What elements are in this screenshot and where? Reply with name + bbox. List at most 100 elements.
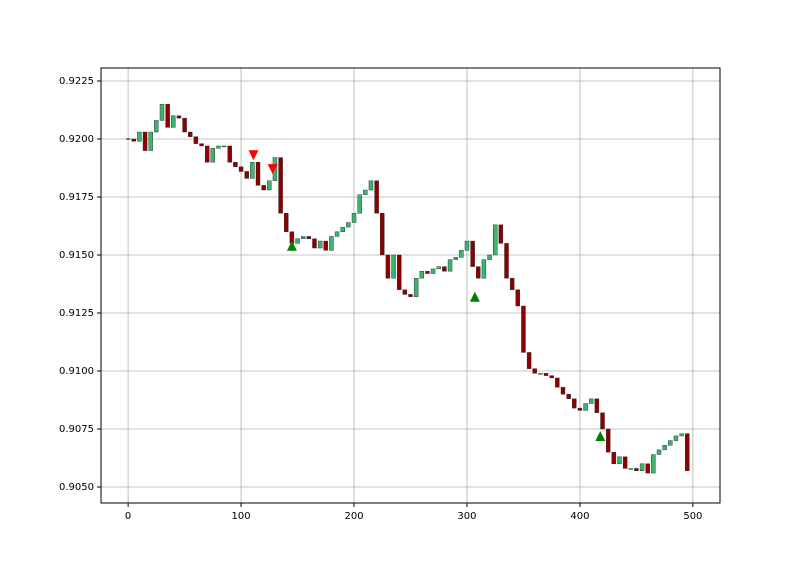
signal-marker xyxy=(267,164,278,175)
candle-body xyxy=(233,161,238,168)
candle-body xyxy=(267,180,272,191)
candle-body xyxy=(594,398,600,413)
candle-body xyxy=(560,387,566,395)
candle-body xyxy=(572,398,577,409)
candle-body xyxy=(306,236,312,239)
candle-body xyxy=(605,428,611,453)
candle-body xyxy=(628,468,633,470)
candle-body xyxy=(295,238,300,244)
candle-body xyxy=(244,171,249,179)
signal-marker xyxy=(286,240,297,251)
y-tick-label: 0.9050 xyxy=(59,482,94,493)
candle-body xyxy=(515,289,521,307)
x-tick-label: 0 xyxy=(125,511,131,522)
candle-body xyxy=(368,180,374,191)
candle-body xyxy=(176,115,182,119)
candle-body xyxy=(645,463,650,474)
candle-body xyxy=(131,138,136,142)
candle-body xyxy=(577,407,583,411)
candle-body xyxy=(453,257,458,260)
candle-body xyxy=(521,305,526,353)
candle-body xyxy=(662,445,667,451)
candle-body xyxy=(442,266,447,272)
candle-body xyxy=(374,180,379,214)
y-tick-label: 0.9100 xyxy=(59,366,94,377)
candle-body xyxy=(526,352,532,369)
candle-body xyxy=(447,259,453,272)
candle-body xyxy=(154,120,159,133)
candle-body xyxy=(555,377,560,388)
candle-body xyxy=(188,131,193,137)
candle-body xyxy=(255,161,261,186)
candle-body xyxy=(481,259,487,279)
candle-body xyxy=(199,143,204,147)
candle-body xyxy=(413,277,419,297)
candle-body xyxy=(634,468,639,471)
candle-body xyxy=(323,240,328,251)
candle-body xyxy=(459,250,464,258)
candle-body xyxy=(346,222,351,228)
candle-body xyxy=(611,451,617,464)
candle-body xyxy=(148,131,153,151)
candle-body xyxy=(227,145,232,163)
candle-body xyxy=(300,236,306,239)
candle-body xyxy=(363,189,368,195)
y-tick-label: 0.9075 xyxy=(59,424,94,435)
candle-body xyxy=(284,213,289,232)
y-tick-label: 0.9175 xyxy=(59,192,94,203)
candle-body xyxy=(464,240,470,251)
candle-body xyxy=(357,194,362,214)
signal-marker xyxy=(248,150,259,161)
candle-body xyxy=(685,433,690,471)
x-tick-label: 100 xyxy=(232,511,251,522)
x-tick-label: 300 xyxy=(457,511,476,522)
candle-body xyxy=(622,456,628,469)
candle-body xyxy=(182,117,187,133)
candle-body xyxy=(589,398,594,404)
candle-body xyxy=(509,277,515,290)
candle-body xyxy=(470,240,475,267)
candle-body xyxy=(651,454,656,474)
candle-body xyxy=(617,456,622,464)
candle-body xyxy=(487,254,492,260)
candle-body xyxy=(142,131,148,151)
candle-body xyxy=(668,440,673,446)
candle-body xyxy=(385,254,391,279)
candle-body xyxy=(250,161,255,179)
candle-body xyxy=(408,294,413,297)
candle-body xyxy=(476,266,481,279)
candle-body xyxy=(340,226,345,232)
y-tick-label: 0.9125 xyxy=(59,308,94,319)
candle-body xyxy=(334,231,340,237)
candle-body xyxy=(656,449,662,455)
x-tick-label: 400 xyxy=(570,511,589,522)
candle-body xyxy=(159,103,165,121)
candle-body xyxy=(210,148,216,163)
candle-body xyxy=(419,271,424,279)
candle-body xyxy=(278,157,283,214)
signal-marker xyxy=(595,430,606,441)
plot-frame xyxy=(100,67,721,504)
candle-body xyxy=(543,373,549,376)
candle-body xyxy=(221,145,227,148)
candle-body xyxy=(204,145,210,163)
candle-body xyxy=(391,254,396,279)
candle-body xyxy=(261,185,266,191)
candle-body xyxy=(430,268,436,274)
y-tick-label: 0.9200 xyxy=(59,134,94,145)
candle-body xyxy=(549,375,554,379)
candle-body xyxy=(538,373,543,375)
candle-body xyxy=(216,145,221,149)
candle-body xyxy=(679,433,684,437)
candle-body xyxy=(317,240,323,249)
candle-body xyxy=(436,266,441,270)
signal-marker xyxy=(469,291,480,302)
candle-body xyxy=(566,393,571,400)
x-tick-label: 200 xyxy=(344,511,363,522)
y-tick-label: 0.9225 xyxy=(59,76,94,87)
candle-body xyxy=(498,224,504,244)
candle-body xyxy=(137,131,142,142)
candle-body xyxy=(493,224,498,256)
candle-body xyxy=(397,254,402,290)
